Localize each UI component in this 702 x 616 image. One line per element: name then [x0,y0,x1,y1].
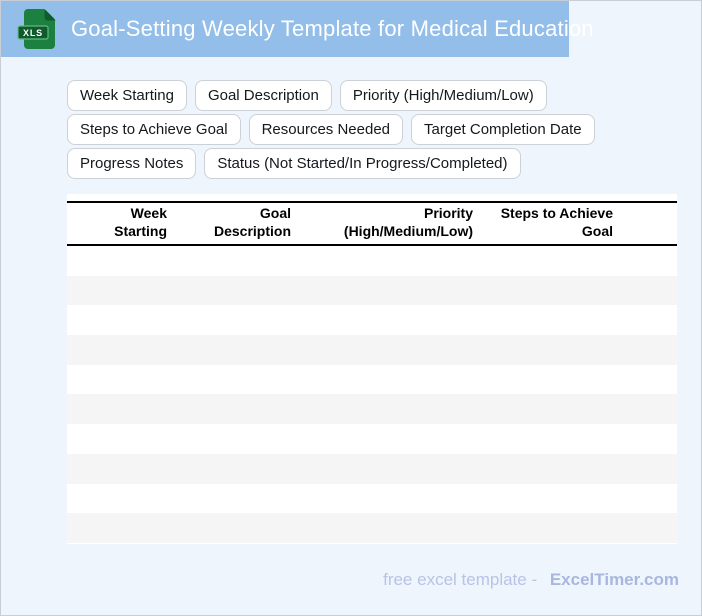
brand-link[interactable]: ExcelTimer.com [549,570,679,589]
table-row [67,424,677,454]
template-table-container: Week Starting Goal Description Priority … [67,194,677,544]
field-chip[interactable]: Target Completion Date [411,114,595,145]
table-row [67,483,677,514]
table-cell [625,335,677,365]
table-cell [303,305,485,335]
xls-file-icon: XLS [17,9,56,49]
table-cell [625,513,677,543]
table-row [67,394,677,425]
table-cell [303,245,485,276]
table-cell [485,394,625,424]
table-cell [303,454,485,484]
table-row [67,453,677,484]
table-cell [625,484,677,514]
table-cell [485,424,625,454]
table-cell [67,335,179,365]
field-chip[interactable]: Priority (High/Medium/Low) [339,80,547,111]
table-cell [485,454,625,484]
table-cell [303,365,485,395]
table-cell [179,424,303,454]
table-row [67,513,677,543]
column-header: Priority (High/Medium/Low) [303,201,485,246]
page-title: Goal-Setting Weekly Template for Medical… [71,16,594,41]
table-cell [303,394,485,424]
table-cell [485,513,625,543]
table-cell [485,335,625,365]
table-cell [485,245,625,276]
table-cell [625,305,677,335]
table-cell [67,513,179,543]
field-chip[interactable]: Week Starting [67,80,187,111]
table-cell [179,276,303,306]
table-cell [625,276,677,306]
table-cell [179,365,303,395]
table-cell [179,245,303,276]
table-cell [179,513,303,543]
column-header: Week Starting [67,201,179,246]
column-header: Resources Needed [625,201,677,246]
table-cell [625,245,677,276]
title-bar: XLS Goal-Setting Weekly Template for Med… [1,1,594,57]
table-header-row: Week Starting Goal Description Priority … [67,201,677,246]
table-cell [179,394,303,424]
table-cell [67,484,179,514]
field-chip[interactable]: Progress Notes [67,148,197,179]
field-chip[interactable]: Status (Not Started/In Progress/Complete… [204,148,521,179]
table-cell [67,454,179,484]
column-header: Goal Description [179,201,303,246]
table-cell [179,484,303,514]
table-cell [67,305,179,335]
field-chip[interactable]: Steps to Achieve Goal [67,114,241,145]
table-cell [303,484,485,514]
table-cell [625,454,677,484]
goal-table: Week Starting Goal Description Priority … [67,201,677,543]
table-cell [625,394,677,424]
table-cell [67,424,179,454]
table-cell [625,424,677,454]
footer-tagline: free excel template - [383,570,538,589]
table-cell [67,276,179,306]
table-row [67,305,677,336]
table-cell [485,365,625,395]
table-cell [485,276,625,306]
column-header: Steps to Achieve Goal [485,201,625,246]
table-cell [303,276,485,306]
table-row [67,275,677,306]
table-cell [67,394,179,424]
table-row [67,335,677,365]
table-row [67,245,677,276]
table-cell [303,335,485,365]
table-cell [179,454,303,484]
table-cell [179,305,303,335]
table-row [67,364,677,395]
svg-text:XLS: XLS [23,28,43,38]
field-chips: Week Starting Goal Description Priority … [67,80,697,179]
table-body [67,245,677,543]
table-cell [67,245,179,276]
footer: free excel template - ExcelTimer.com [1,570,701,590]
table-cell [179,335,303,365]
field-chip[interactable]: Goal Description [194,80,332,111]
table-cell [485,484,625,514]
table-cell [67,365,179,395]
field-chip[interactable]: Resources Needed [248,114,404,145]
table-cell [625,365,677,395]
table-cell [303,513,485,543]
table-cell [303,424,485,454]
table-cell [485,305,625,335]
